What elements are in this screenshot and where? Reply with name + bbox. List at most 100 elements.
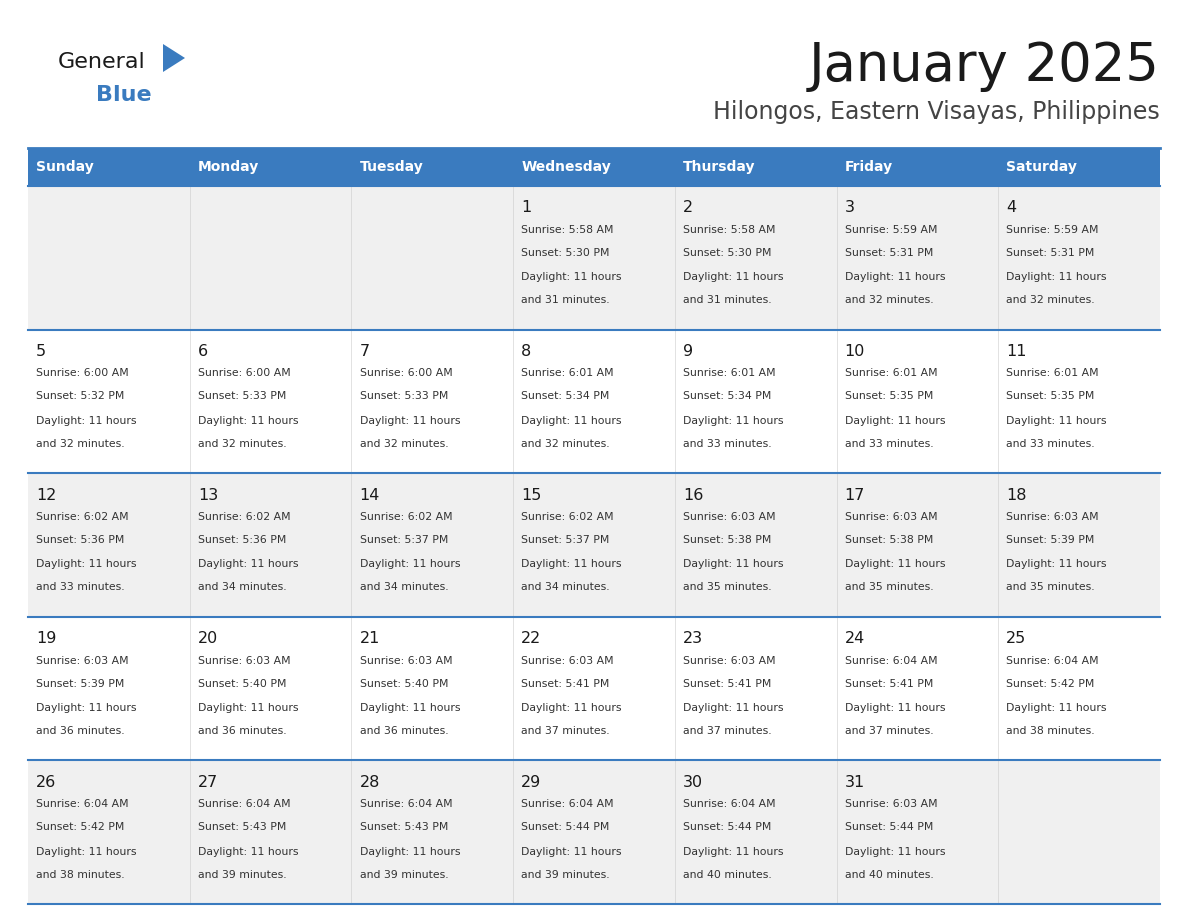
Text: 7: 7	[360, 344, 369, 359]
Polygon shape	[163, 44, 185, 72]
Text: Daylight: 11 hours: Daylight: 11 hours	[683, 846, 783, 856]
Text: Sunset: 5:33 PM: Sunset: 5:33 PM	[360, 391, 448, 401]
Text: 20: 20	[197, 632, 219, 646]
Text: 21: 21	[360, 632, 380, 646]
Text: and 37 minutes.: and 37 minutes.	[683, 726, 771, 736]
Text: 27: 27	[197, 775, 219, 789]
Text: Sunday: Sunday	[36, 160, 94, 174]
Text: Daylight: 11 hours: Daylight: 11 hours	[845, 559, 946, 569]
Bar	[29, 186, 1159, 330]
Text: Sunrise: 6:01 AM: Sunrise: 6:01 AM	[683, 368, 776, 378]
Text: and 37 minutes.: and 37 minutes.	[522, 726, 609, 736]
Text: Sunset: 5:37 PM: Sunset: 5:37 PM	[360, 535, 448, 545]
Text: 19: 19	[36, 632, 57, 646]
Text: Daylight: 11 hours: Daylight: 11 hours	[522, 703, 621, 713]
Text: General: General	[58, 52, 146, 72]
Text: 1: 1	[522, 200, 531, 216]
Text: Daylight: 11 hours: Daylight: 11 hours	[522, 559, 621, 569]
Text: Tuesday: Tuesday	[360, 160, 423, 174]
Text: 2: 2	[683, 200, 693, 216]
Text: Sunset: 5:43 PM: Sunset: 5:43 PM	[197, 823, 286, 832]
Text: Sunset: 5:44 PM: Sunset: 5:44 PM	[683, 823, 771, 832]
Text: Daylight: 11 hours: Daylight: 11 hours	[683, 703, 783, 713]
Bar	[836, 148, 998, 186]
Text: Sunrise: 6:04 AM: Sunrise: 6:04 AM	[522, 800, 614, 809]
Text: Sunset: 5:43 PM: Sunset: 5:43 PM	[360, 823, 448, 832]
Text: 29: 29	[522, 775, 542, 789]
Text: 30: 30	[683, 775, 703, 789]
Text: Sunset: 5:40 PM: Sunset: 5:40 PM	[197, 678, 286, 688]
Text: and 34 minutes.: and 34 minutes.	[522, 582, 609, 592]
Text: and 35 minutes.: and 35 minutes.	[1006, 582, 1095, 592]
Text: Daylight: 11 hours: Daylight: 11 hours	[197, 416, 298, 426]
Text: Sunset: 5:38 PM: Sunset: 5:38 PM	[683, 535, 771, 545]
Text: Sunrise: 6:04 AM: Sunrise: 6:04 AM	[845, 655, 937, 666]
Text: Friday: Friday	[845, 160, 893, 174]
Text: Sunrise: 6:03 AM: Sunrise: 6:03 AM	[360, 655, 453, 666]
Text: Sunset: 5:36 PM: Sunset: 5:36 PM	[197, 535, 286, 545]
Text: Sunset: 5:37 PM: Sunset: 5:37 PM	[522, 535, 609, 545]
Text: Hilongos, Eastern Visayas, Philippines: Hilongos, Eastern Visayas, Philippines	[713, 100, 1159, 124]
Text: 14: 14	[360, 487, 380, 502]
Text: 22: 22	[522, 632, 542, 646]
Text: 4: 4	[1006, 200, 1017, 216]
Text: 13: 13	[197, 487, 219, 502]
Text: Sunset: 5:42 PM: Sunset: 5:42 PM	[36, 823, 125, 832]
Text: Sunset: 5:35 PM: Sunset: 5:35 PM	[845, 391, 933, 401]
Text: Thursday: Thursday	[683, 160, 756, 174]
Text: Sunset: 5:39 PM: Sunset: 5:39 PM	[1006, 535, 1095, 545]
Text: 9: 9	[683, 344, 693, 359]
Text: Daylight: 11 hours: Daylight: 11 hours	[1006, 416, 1107, 426]
Text: 24: 24	[845, 632, 865, 646]
Text: and 39 minutes.: and 39 minutes.	[197, 869, 286, 879]
Text: and 32 minutes.: and 32 minutes.	[36, 439, 125, 449]
Text: and 34 minutes.: and 34 minutes.	[197, 582, 286, 592]
Text: Sunset: 5:36 PM: Sunset: 5:36 PM	[36, 535, 125, 545]
Text: Daylight: 11 hours: Daylight: 11 hours	[360, 416, 460, 426]
Text: Daylight: 11 hours: Daylight: 11 hours	[1006, 272, 1107, 282]
Text: Sunset: 5:30 PM: Sunset: 5:30 PM	[683, 248, 771, 258]
Text: Daylight: 11 hours: Daylight: 11 hours	[683, 272, 783, 282]
Text: Sunrise: 5:58 AM: Sunrise: 5:58 AM	[522, 225, 614, 235]
Text: Wednesday: Wednesday	[522, 160, 611, 174]
Text: 18: 18	[1006, 487, 1026, 502]
Text: Sunrise: 6:01 AM: Sunrise: 6:01 AM	[845, 368, 937, 378]
Text: 10: 10	[845, 344, 865, 359]
Text: Sunset: 5:41 PM: Sunset: 5:41 PM	[845, 678, 933, 688]
Text: Sunrise: 6:00 AM: Sunrise: 6:00 AM	[197, 368, 291, 378]
Text: and 36 minutes.: and 36 minutes.	[197, 726, 286, 736]
Text: and 32 minutes.: and 32 minutes.	[845, 295, 934, 305]
Text: Sunrise: 6:00 AM: Sunrise: 6:00 AM	[36, 368, 128, 378]
Text: Sunrise: 6:00 AM: Sunrise: 6:00 AM	[360, 368, 453, 378]
Text: Sunset: 5:34 PM: Sunset: 5:34 PM	[522, 391, 609, 401]
Text: Sunset: 5:31 PM: Sunset: 5:31 PM	[845, 248, 933, 258]
Bar	[190, 148, 352, 186]
Bar	[998, 148, 1159, 186]
Text: Sunset: 5:34 PM: Sunset: 5:34 PM	[683, 391, 771, 401]
Text: Blue: Blue	[96, 85, 152, 105]
Bar	[29, 760, 1159, 904]
Bar	[29, 617, 1159, 760]
Text: and 40 minutes.: and 40 minutes.	[845, 869, 934, 879]
Text: Sunrise: 6:02 AM: Sunrise: 6:02 AM	[360, 512, 453, 522]
Text: Sunset: 5:41 PM: Sunset: 5:41 PM	[683, 678, 771, 688]
Text: and 31 minutes.: and 31 minutes.	[522, 295, 609, 305]
Text: and 32 minutes.: and 32 minutes.	[1006, 295, 1095, 305]
Text: Daylight: 11 hours: Daylight: 11 hours	[845, 416, 946, 426]
Text: 25: 25	[1006, 632, 1026, 646]
Text: Daylight: 11 hours: Daylight: 11 hours	[197, 846, 298, 856]
Text: Sunrise: 6:03 AM: Sunrise: 6:03 AM	[845, 800, 937, 809]
Text: Sunrise: 6:03 AM: Sunrise: 6:03 AM	[1006, 512, 1099, 522]
Text: Sunset: 5:30 PM: Sunset: 5:30 PM	[522, 248, 609, 258]
Text: and 33 minutes.: and 33 minutes.	[845, 439, 934, 449]
Text: and 33 minutes.: and 33 minutes.	[1006, 439, 1095, 449]
Text: Sunset: 5:44 PM: Sunset: 5:44 PM	[845, 823, 933, 832]
Text: Sunset: 5:33 PM: Sunset: 5:33 PM	[197, 391, 286, 401]
Bar	[352, 148, 513, 186]
Text: Daylight: 11 hours: Daylight: 11 hours	[360, 703, 460, 713]
Text: Sunrise: 6:03 AM: Sunrise: 6:03 AM	[522, 655, 614, 666]
Text: Sunset: 5:32 PM: Sunset: 5:32 PM	[36, 391, 125, 401]
Text: and 36 minutes.: and 36 minutes.	[360, 726, 448, 736]
Text: and 38 minutes.: and 38 minutes.	[36, 869, 125, 879]
Text: Sunrise: 6:02 AM: Sunrise: 6:02 AM	[522, 512, 614, 522]
